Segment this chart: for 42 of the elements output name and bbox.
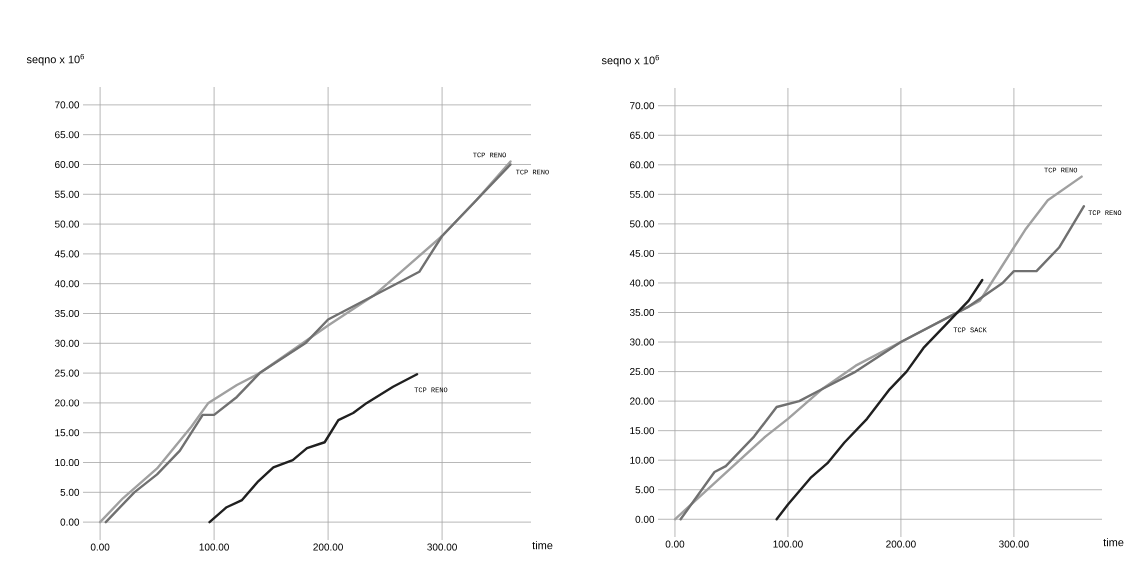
y-tick-label: 5.00: [60, 488, 80, 496]
x-tick-label: 300.00: [427, 543, 457, 551]
y-tick-label: 60.00: [55, 160, 80, 169]
y-tick-label: 45.00: [629, 249, 655, 257]
y-tick-label: 15.00: [630, 427, 655, 435]
x-tick-label: 200.00: [886, 540, 916, 548]
y-tick-label: 5.00: [635, 486, 655, 494]
y-tick-label: 70.00: [55, 101, 80, 109]
y-tick-label: 10.00: [55, 458, 80, 467]
y-tick-label: 40.00: [54, 280, 80, 288]
y-tick-label: 25.00: [630, 368, 655, 376]
y-tick-label: 10.00: [630, 456, 655, 464]
y-axis-title: seqno x 10$^{6}$: [601, 54, 660, 67]
y-tick-label: 60.00: [630, 161, 655, 169]
y-tick-label: 55.00: [629, 190, 655, 198]
x-tick-label: 0.00: [665, 540, 685, 548]
y-tick-label: 25.00: [55, 369, 80, 377]
y-tick-label: 20.00: [55, 399, 80, 407]
x-tick-label: 0.00: [90, 543, 110, 551]
y-tick-label: 30.00: [54, 339, 80, 347]
y-tick-label: 20.00: [630, 397, 655, 405]
x-tick-label: 100.00: [199, 543, 229, 551]
x-tick-label: 100.00: [773, 540, 803, 548]
x-axis-title: time: [532, 541, 553, 550]
y-tick-label: 50.00: [54, 220, 80, 228]
y-tick-label: 65.00: [630, 131, 655, 139]
y-tick-label: 50.00: [629, 220, 655, 228]
x-tick-label: 300.00: [999, 540, 1029, 548]
x-tick-label: 200.00: [313, 543, 343, 551]
y-tick-label: 45.00: [54, 250, 80, 258]
y-tick-label: 0.00: [635, 515, 655, 523]
y-tick-label: 65.00: [55, 131, 80, 139]
y-axis-title: seqno x 10$^{6}$: [26, 53, 85, 66]
y-tick-label: 35.00: [54, 309, 80, 318]
y-tick-label: 15.00: [55, 429, 80, 437]
y-tick-label: 70.00: [630, 102, 655, 110]
y-tick-label: 30.00: [629, 338, 655, 346]
y-tick-label: 0.00: [60, 518, 80, 526]
y-tick-label: 40.00: [629, 279, 655, 287]
x-axis-title: time: [1103, 538, 1124, 547]
y-tick-label: 35.00: [629, 308, 655, 317]
y-tick-label: 55.00: [54, 190, 80, 198]
